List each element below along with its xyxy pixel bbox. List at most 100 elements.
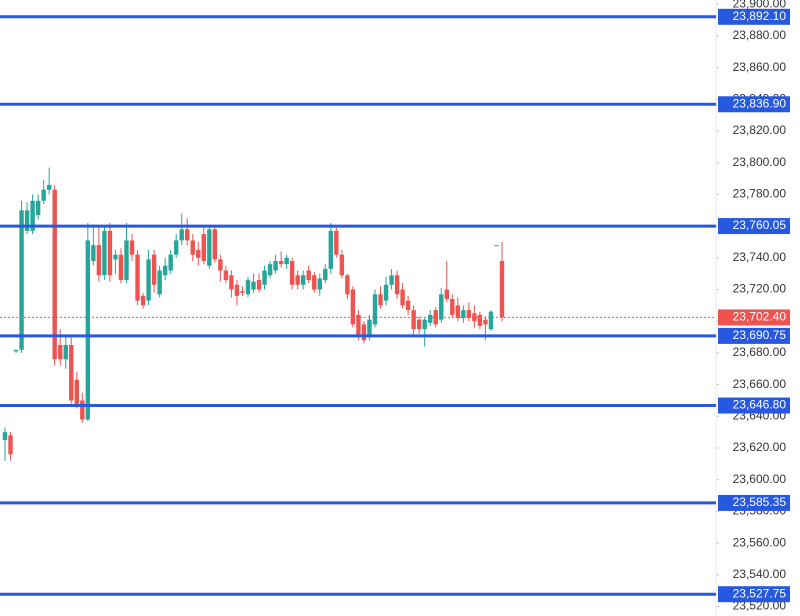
candle-body [394,275,400,295]
candle-body [80,400,85,420]
last-price-box [718,309,790,326]
candle-body [262,270,267,285]
candle-body [196,249,201,258]
y-tick-label: 23,720.00 [733,282,787,296]
candle-body [251,281,256,290]
level-label: 23,527.75 [733,586,787,600]
level-label-box [718,96,790,113]
candle-body [245,280,251,295]
candle-body [416,319,422,330]
level-label-box [718,327,790,344]
candle-body [173,240,179,255]
candle-body [35,200,41,216]
level-label: 23,690.75 [733,328,787,342]
candle-body [328,230,334,269]
candle-body [58,345,63,360]
candle-body [129,240,135,255]
candle-body [218,259,223,271]
candle-body [405,300,411,311]
candle-body [439,294,444,320]
candle-body [323,268,328,281]
candle-body [13,349,19,352]
y-tick-label: 23,660.00 [733,377,787,391]
candle-body [483,319,488,325]
candle-body [284,257,289,265]
candle-body [229,275,234,290]
candle-body [378,294,383,306]
candle-body [212,229,218,260]
candle-body [190,240,195,255]
candle-body [488,311,494,330]
candle-body [278,261,284,265]
candle-body [52,189,57,360]
candle-body [372,294,378,325]
y-tick-label: 23,780.00 [733,187,787,201]
candle-body [30,200,35,231]
candle-body [444,289,449,300]
candle-body [461,310,466,319]
candle-body [312,275,317,290]
candle-body [383,284,389,301]
candle-body [96,245,102,276]
candle-body [223,270,229,281]
candle-body [140,295,146,306]
candle-body [107,230,113,276]
y-tick-label: 23,740.00 [733,250,787,264]
candle-body [361,324,367,341]
candle-body [168,254,173,271]
candle-body [207,229,212,266]
candle-body [41,189,46,201]
level-label-box [718,494,790,511]
candle-body [63,345,68,360]
candle-body [494,245,499,247]
candle-body [146,259,151,301]
level-label-box [718,8,790,25]
candle-body [201,234,206,262]
candle-body [339,254,345,276]
candle-body [179,229,184,241]
candle-body [2,432,8,441]
y-tick-label: 23,820.00 [733,123,787,137]
candle-body [157,270,162,295]
candle-body [301,275,306,285]
candle-body [450,299,455,315]
level-label-box [718,397,790,414]
y-tick-label: 23,560.00 [733,535,787,549]
level-label-box [718,586,790,603]
level-label: 23,760.05 [733,218,787,232]
level-label: 23,646.80 [733,398,787,412]
candle-body [289,261,295,285]
candle-body [411,310,416,330]
candle-body [234,284,240,296]
candle-body [91,245,96,262]
candle-body [267,264,273,276]
candle-body [135,254,140,301]
candle-body [8,435,13,455]
candle-body [113,254,118,260]
candle-body [433,310,438,325]
candle-body [400,289,405,306]
y-tick-label: 23,680.00 [733,345,787,359]
candle-body [389,275,394,285]
y-tick-label: 23,880.00 [733,28,787,42]
candle-body [74,379,79,406]
candle-body [428,314,433,323]
candle-body [422,319,427,330]
level-label-box [718,218,790,235]
candle-body [455,305,461,319]
candle-body [356,314,361,336]
candle-body [151,254,157,285]
y-tick-label: 23,800.00 [733,155,787,169]
candle-body [472,313,477,322]
candle-body [295,275,300,285]
candle-body [185,229,190,241]
candle-body [466,310,472,319]
candle-body [69,345,74,401]
candle-body [317,278,322,290]
candle-body [46,184,52,190]
candle-body [367,319,372,336]
candle-body [334,230,339,255]
